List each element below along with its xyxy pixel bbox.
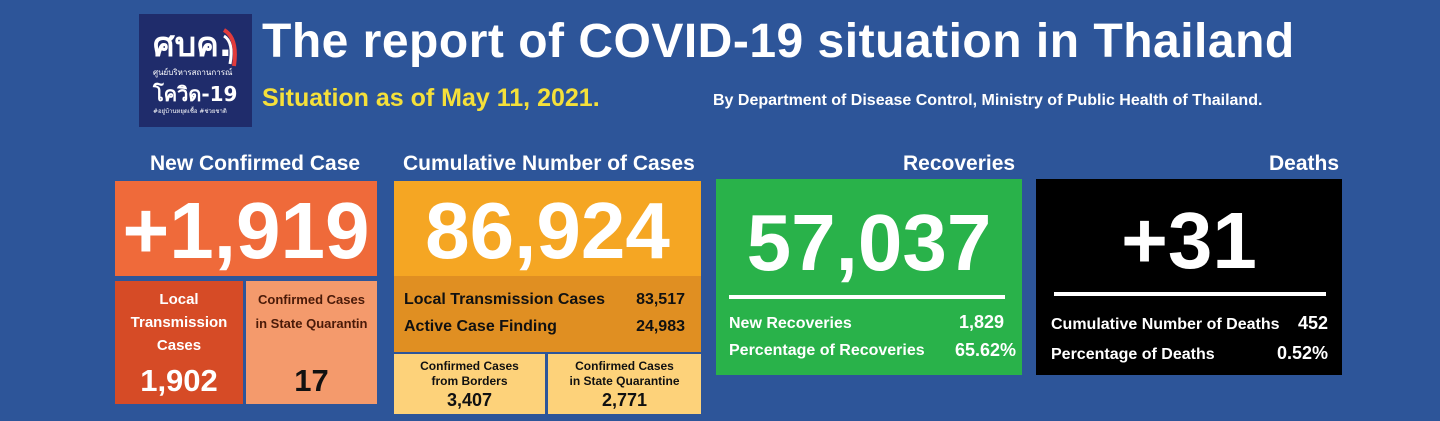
- cumulative-value: 86,924: [425, 186, 670, 275]
- borders-label-1: Confirmed Cases: [420, 359, 519, 373]
- local-cases-panel: Local Transmission Cases 1,902: [115, 281, 243, 404]
- cumulative-panel: 86,924: [394, 181, 701, 276]
- cumulative-acf-label: Active Case Finding: [404, 318, 557, 335]
- logo-text-main: โควิด-19: [153, 82, 238, 106]
- quarantine-cases-panel: Confirmed Cases in State Quarantin 17: [246, 281, 377, 404]
- recoveries-divider: [729, 295, 1005, 299]
- recoveries-pct-value: 65.62%: [954, 340, 1016, 360]
- state-quarantine-label-2: in State Quarantine: [569, 374, 680, 388]
- source-byline: By Department of Disease Control, Minist…: [713, 92, 1263, 109]
- cumulative-detail-panel: Local Transmission Cases 83,517 Active C…: [394, 276, 701, 352]
- new-recoveries-value: 1,829: [958, 312, 1004, 332]
- deaths-pct-value: 0.52%: [1276, 343, 1328, 363]
- ccsa-logo: ศบค. ศูนย์บริหารสถานการณ์ โควิด-19 #อยู่…: [139, 14, 252, 127]
- recoveries-panel: 57,037 New Recoveries 1,829 Percentage o…: [716, 179, 1022, 375]
- new-confirmed-panel: +1,919: [115, 181, 377, 276]
- cumulative-deaths-label: Cumulative Number of Deaths: [1051, 316, 1280, 333]
- logo-text-top: ศบค.: [153, 25, 232, 65]
- new-confirmed-value: +1,919: [122, 186, 370, 275]
- recoveries-heading: Recoveries: [903, 152, 1016, 175]
- quarantine-cases-label-2: in State Quarantin: [255, 316, 368, 331]
- cumulative-acf-value: 24,983: [636, 318, 685, 335]
- state-quarantine-label-1: Confirmed Cases: [575, 359, 674, 373]
- local-cases-label-1: Local: [159, 291, 199, 308]
- borders-cases-panel: Confirmed Cases from Borders 3,407: [394, 354, 545, 414]
- state-quarantine-value: 2,771: [601, 390, 648, 410]
- deaths-panel: +31 Cumulative Number of Deaths 452 Perc…: [1036, 179, 1342, 375]
- cumulative-local-label: Local Transmission Cases: [404, 291, 605, 308]
- recoveries-value: 57,037: [746, 198, 992, 287]
- quarantine-cases-value: 17: [294, 363, 329, 398]
- local-cases-value: 1,902: [140, 363, 218, 398]
- page-title: The report of COVID-19 situation in Thai…: [262, 15, 1295, 68]
- logo-text-footer: #อยู่บ้านหยุดเชื้อ #ช่วยชาติ: [153, 108, 227, 115]
- borders-value: 3,407: [446, 390, 493, 410]
- recoveries-pct-label: Percentage of Recoveries: [729, 342, 925, 359]
- logo-swoosh-icon: [222, 28, 237, 67]
- cumulative-local-value: 83,517: [636, 291, 685, 308]
- new-recoveries-label: New Recoveries: [729, 315, 852, 332]
- deaths-heading: Deaths: [1269, 152, 1340, 175]
- cumulative-deaths-value: 452: [1297, 313, 1328, 333]
- deaths-value: +31: [1121, 196, 1257, 285]
- deaths-pct-label: Percentage of Deaths: [1051, 346, 1215, 363]
- borders-label-2: from Borders: [431, 374, 508, 388]
- local-cases-label-3: Cases: [156, 337, 202, 354]
- logo-text-small: ศูนย์บริหารสถานการณ์: [153, 68, 233, 77]
- quarantine-cases-label-1: Confirmed Cases: [258, 292, 365, 307]
- new-confirmed-heading: New Confirmed Case: [150, 152, 361, 175]
- local-cases-label-2: Transmission: [130, 314, 228, 331]
- situation-date: Situation as of May 11, 2021.: [262, 84, 600, 112]
- cumulative-heading: Cumulative Number of Cases: [403, 152, 695, 175]
- deaths-divider: [1054, 292, 1326, 296]
- state-quarantine-cases-panel: Confirmed Cases in State Quarantine 2,77…: [548, 354, 701, 414]
